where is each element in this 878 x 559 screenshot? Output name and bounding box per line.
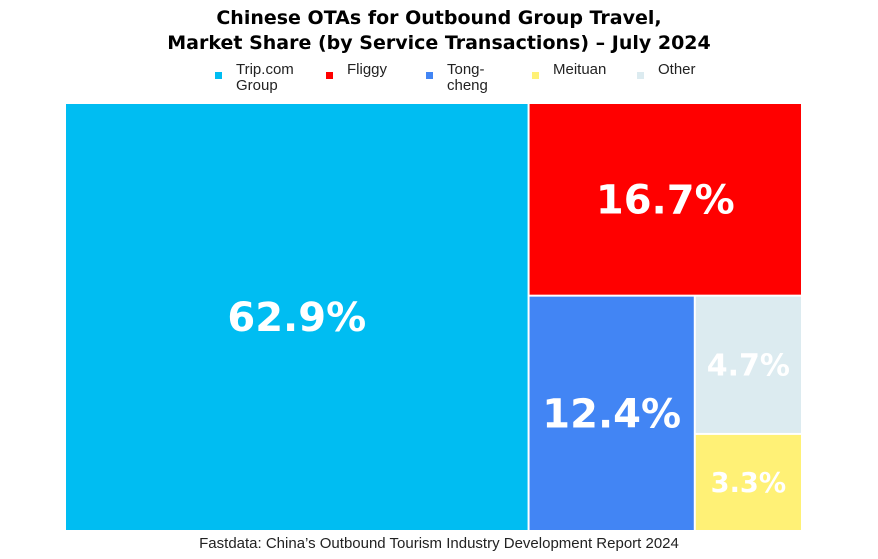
legend-label-fliggy: Fliggy bbox=[347, 61, 388, 78]
treemap-cell-tong-cheng bbox=[529, 296, 694, 530]
legend-swatch-trip-com bbox=[215, 72, 222, 79]
treemap-cell-trip-com bbox=[66, 104, 528, 530]
legend-swatch-fliggy bbox=[326, 72, 333, 79]
treemap-label-meituan: 3.3% bbox=[711, 468, 786, 499]
legend-item-meituan: Meituan bbox=[532, 62, 606, 79]
legend-label-other: Other bbox=[658, 61, 696, 78]
treemap-label-tong-cheng: 12.4% bbox=[542, 391, 681, 437]
legend-item-trip-com: Trip.com Group bbox=[215, 62, 294, 94]
source-note: Fastdata: China’s Outbound Tourism Indus… bbox=[199, 535, 679, 552]
legend-item-tong-cheng: Tong-cheng bbox=[426, 62, 488, 94]
legend-swatch-meituan bbox=[532, 72, 539, 79]
legend-swatch-other bbox=[637, 72, 644, 79]
legend-label-tong-cheng: Tong-cheng bbox=[447, 61, 488, 94]
treemap-label-trip-com: 62.9% bbox=[227, 295, 366, 341]
legend-item-other: Other bbox=[637, 62, 696, 79]
legend-item-fliggy: Fliggy bbox=[326, 62, 387, 79]
treemap-label-other: 4.7% bbox=[707, 348, 790, 383]
treemap-label-fliggy: 16.7% bbox=[596, 177, 735, 223]
chart-title: Chinese OTAs for Outbound Group Travel, bbox=[216, 7, 662, 29]
legend-label-trip-com: Trip.com Group bbox=[236, 61, 294, 94]
treemap-cell-meituan bbox=[695, 434, 801, 530]
legend-label-meituan: Meituan bbox=[553, 61, 607, 78]
treemap-cell-fliggy bbox=[529, 104, 801, 295]
treemap-cell-other bbox=[695, 296, 801, 433]
legend-swatch-tong-cheng bbox=[426, 72, 433, 79]
chart-subtitle: Market Share (by Service Transactions) –… bbox=[167, 32, 711, 54]
chart-title-block: Chinese OTAs for Outbound Group Travel, … bbox=[0, 6, 878, 56]
